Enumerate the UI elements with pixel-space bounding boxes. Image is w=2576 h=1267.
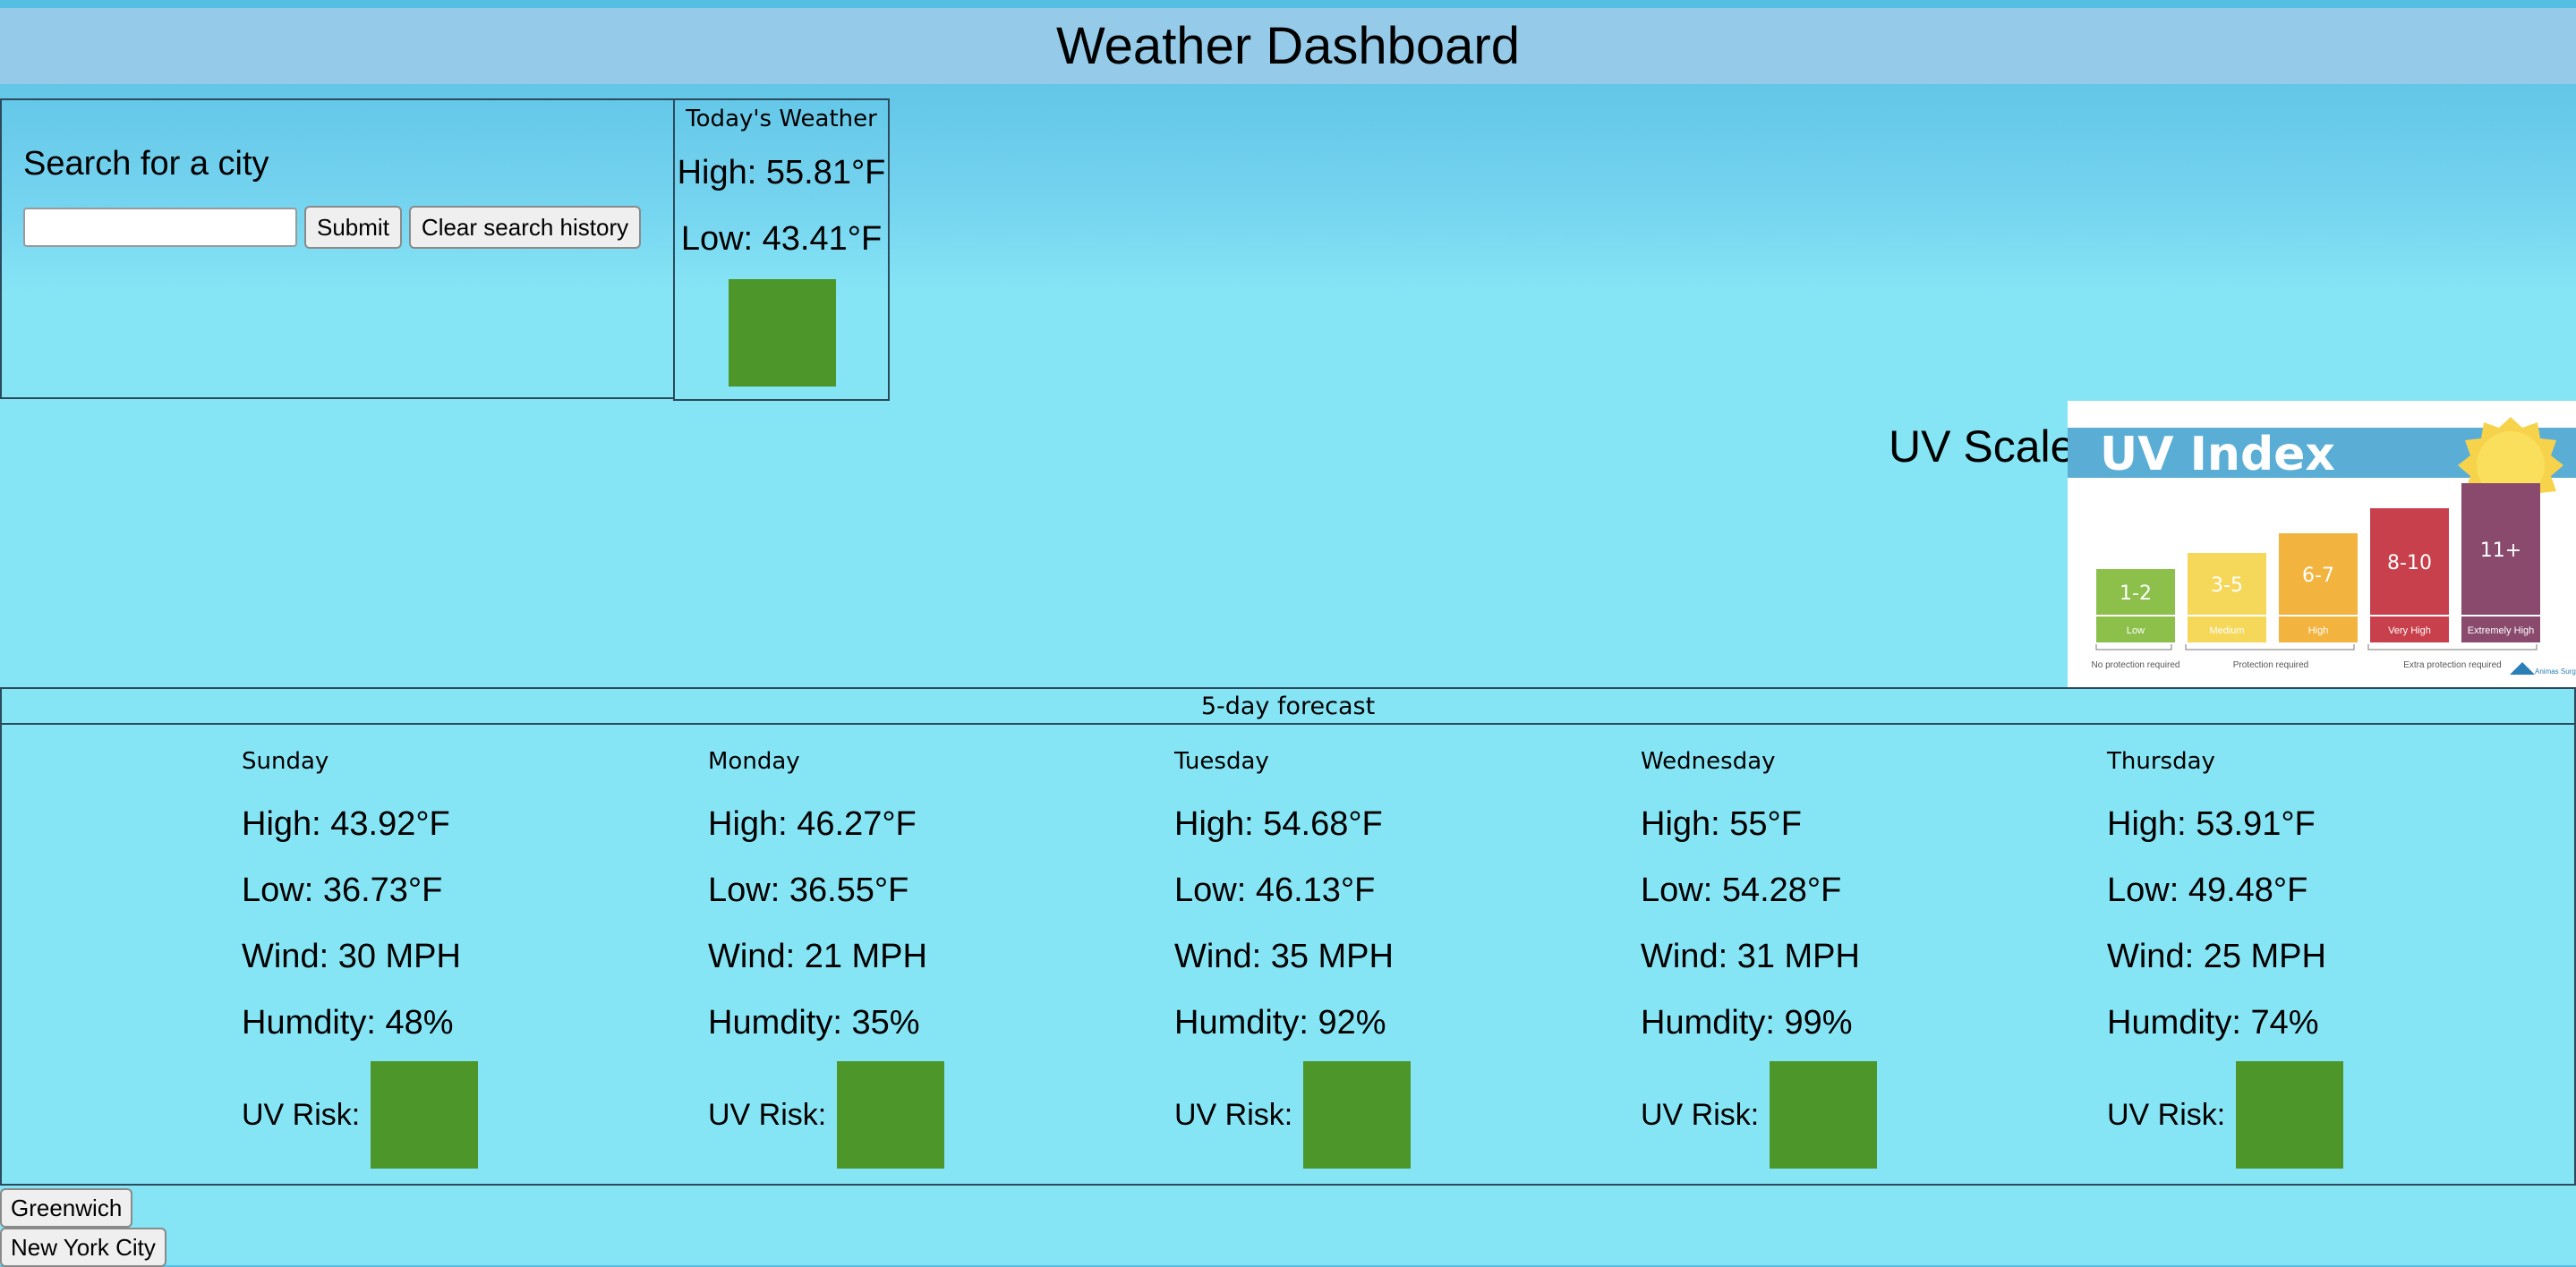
todays-weather-title: Today's Weather (686, 106, 877, 132)
uv-risk-indicator (1303, 1061, 1412, 1169)
page-title: Weather Dashboard (1055, 17, 1520, 75)
uv-risk-label: UV Risk: (242, 1097, 361, 1132)
forecast-panel: Sunday High: 43.92°F Low: 36.73°F Wind: … (0, 723, 2576, 1186)
uv-level-bar (2279, 533, 2358, 642)
day-name: Tuesday (1174, 748, 1269, 775)
uv-risk-row: UV Risk: (242, 1061, 479, 1169)
forecast-day-card: Monday High: 46.27°F Low: 36.55°F Wind: … (708, 725, 1156, 1187)
day-high: High: 46.27°F (708, 805, 917, 843)
uv-risk-indicator (371, 1061, 479, 1169)
forecast-day-card: Tuesday High: 54.68°F Low: 46.13°F Wind:… (1174, 725, 1622, 1187)
uv-risk-indicator (2236, 1061, 2344, 1169)
history-button-new-york-city[interactable]: New York City (0, 1228, 166, 1267)
today-uv-risk-indicator (729, 279, 836, 387)
today-low: Low: 43.41°F (680, 220, 883, 258)
day-wind: Wind: 35 MPH (1174, 938, 1394, 975)
day-name: Wednesday (1641, 748, 1776, 775)
logo-text: Animas Surgical Hospital (2535, 668, 2576, 676)
uv-level-range: 8-10 (2387, 552, 2432, 574)
day-wind: Wind: 31 MPH (1641, 938, 1860, 975)
uv-level-name: Low (2127, 625, 2145, 636)
uv-note-no-protection: No protection required (2092, 660, 2180, 670)
day-high: High: 53.91°F (2107, 805, 2316, 843)
day-high: High: 55°F (1641, 805, 1802, 843)
day-humidity: Humdity: 74% (2107, 1004, 2319, 1042)
search-row: Submit Clear search history (23, 206, 642, 249)
uv-note-extra-protection: Extra protection required (2403, 660, 2502, 670)
today-high: High: 55.81°F (677, 154, 886, 191)
uv-risk-label: UV Risk: (2107, 1097, 2226, 1132)
forecast-day-card: Thursday High: 53.91°F Low: 49.48°F Wind… (2107, 725, 2555, 1187)
todays-weather-panel: Today's Weather High: 55.81°F Low: 43.41… (673, 98, 890, 401)
day-name: Monday (708, 748, 800, 775)
uv-level-range: 11+ (2480, 540, 2521, 562)
day-humidity: Humdity: 99% (1641, 1004, 1853, 1042)
uv-level-name: Extremely High (2468, 625, 2535, 636)
day-low: Low: 46.13°F (1174, 872, 1376, 909)
uv-risk-row: UV Risk: (1641, 1061, 1878, 1169)
uv-risk-label: UV Risk: (1174, 1097, 1293, 1132)
uv-levels: 1-2 Low 3-5 Medium 6-7 High 8-10 Very High 11+ Ex… (2096, 483, 2540, 642)
submit-button[interactable]: Submit (304, 206, 402, 249)
history-button-greenwich[interactable]: Greenwich (0, 1188, 133, 1228)
logo: Animas Surgical Hospital (2510, 662, 2576, 676)
uv-risk-row: UV Risk: (708, 1061, 945, 1169)
city-search-input[interactable] (23, 208, 297, 247)
uv-level-bar (2370, 508, 2449, 642)
uv-level-name: High (2308, 625, 2329, 636)
uv-level-range: 3-5 (2211, 574, 2243, 597)
day-wind: Wind: 21 MPH (708, 938, 927, 975)
uv-risk-row: UV Risk: (1174, 1061, 1412, 1169)
day-name: Sunday (242, 748, 329, 775)
day-high: High: 54.68°F (1174, 805, 1383, 843)
search-heading: Search for a city (23, 145, 269, 183)
forecast-day-card: Wednesday High: 55°F Low: 54.28°F Wind: … (1641, 725, 2088, 1187)
day-low: Low: 54.28°F (1641, 872, 1842, 909)
uv-risk-indicator (837, 1061, 945, 1169)
uv-risk-label: UV Risk: (1641, 1097, 1760, 1132)
uv-level-bar (2188, 553, 2266, 642)
top-strip (0, 0, 2576, 8)
uv-note-protection: Protection required (2233, 660, 2309, 670)
day-wind: Wind: 25 MPH (2107, 938, 2326, 975)
day-high: High: 43.92°F (242, 805, 450, 843)
uv-notes: No protection required Protection requir… (2092, 644, 2538, 670)
day-humidity: Humdity: 35% (708, 1004, 920, 1042)
forecast-day-card: Sunday High: 43.92°F Low: 36.73°F Wind: … (242, 725, 689, 1187)
uv-risk-label: UV Risk: (708, 1097, 827, 1132)
day-low: Low: 36.55°F (708, 872, 909, 909)
uv-index-title: UV Index (2100, 428, 2335, 481)
uv-index-image: UV Index 1-2 Low 3-5 Medium 6-7 High 8-10 Very … (2068, 401, 2576, 687)
clear-history-button[interactable]: Clear search history (408, 206, 642, 249)
uv-risk-indicator (1770, 1061, 1878, 1169)
search-panel: Search for a city Submit Clear search hi… (0, 98, 673, 399)
day-name: Thursday (2107, 748, 2215, 775)
uv-level-range: 6-7 (2302, 565, 2334, 587)
uv-level-range: 1-2 (2120, 582, 2152, 605)
page-header: Weather Dashboard (0, 8, 2576, 84)
day-low: Low: 49.48°F (2107, 872, 2308, 909)
day-low: Low: 36.73°F (242, 872, 443, 909)
uv-level-name: Very High (2388, 625, 2431, 636)
uv-level-bar (2096, 569, 2175, 642)
uv-index-chart: UV Index 1-2 Low 3-5 Medium 6-7 High 8-10 Very … (2068, 417, 2576, 676)
uv-scale-label: UV Scale (1889, 421, 2076, 472)
day-wind: Wind: 30 MPH (242, 938, 461, 975)
day-humidity: Humdity: 48% (242, 1004, 454, 1042)
uv-risk-row: UV Risk: (2107, 1061, 2344, 1169)
uv-level-name: Medium (2209, 625, 2244, 636)
forecast-title: 5-day forecast (0, 687, 2576, 723)
uv-level-bar (2461, 483, 2540, 642)
day-humidity: Humdity: 92% (1174, 1004, 1386, 1042)
